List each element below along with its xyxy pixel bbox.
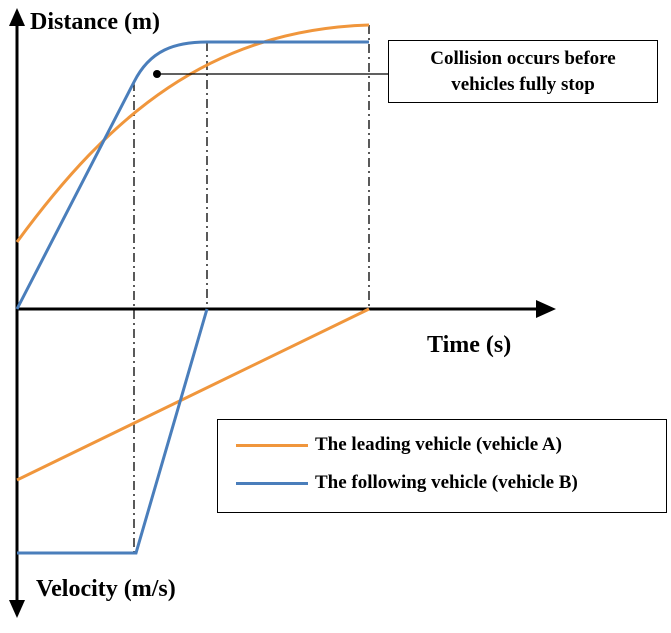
callout-line-1: Collision occurs before [430, 47, 616, 69]
callout-line-2: vehicles fully stop [451, 73, 595, 95]
time-axis-label: Time (s) [427, 332, 512, 358]
legend-entry-vehicle-b: The following vehicle (vehicle B) [236, 470, 578, 496]
collision-callout-box: Collision occurs before vehicles fully s… [388, 40, 658, 103]
distance-axis-arrowhead [9, 8, 25, 26]
time-axis-arrowhead [536, 300, 556, 318]
distance-axis-label: Distance (m) [30, 9, 160, 35]
velocity-axis-arrowhead [9, 600, 25, 618]
legend-label-vehicle-b: The following vehicle (vehicle B) [315, 472, 578, 493]
vehicle-a-velocity-line [16, 307, 370, 482]
vehicle-b-velocity-line [17, 308, 209, 555]
legend: The leading vehicle (vehicle A) The foll… [217, 419, 667, 513]
vehicle-a-distance-curve [15, 23, 370, 243]
legend-entry-vehicle-a: The leading vehicle (vehicle A) [236, 432, 562, 458]
legend-label-vehicle-a: The leading vehicle (vehicle A) [315, 434, 562, 455]
vehicle-b-distance-curve [15, 40, 369, 310]
vehicle-a-swatch [236, 443, 308, 447]
vehicle-b-swatch [236, 481, 308, 485]
velocity-axis-label: Velocity (m/s) [36, 576, 176, 602]
